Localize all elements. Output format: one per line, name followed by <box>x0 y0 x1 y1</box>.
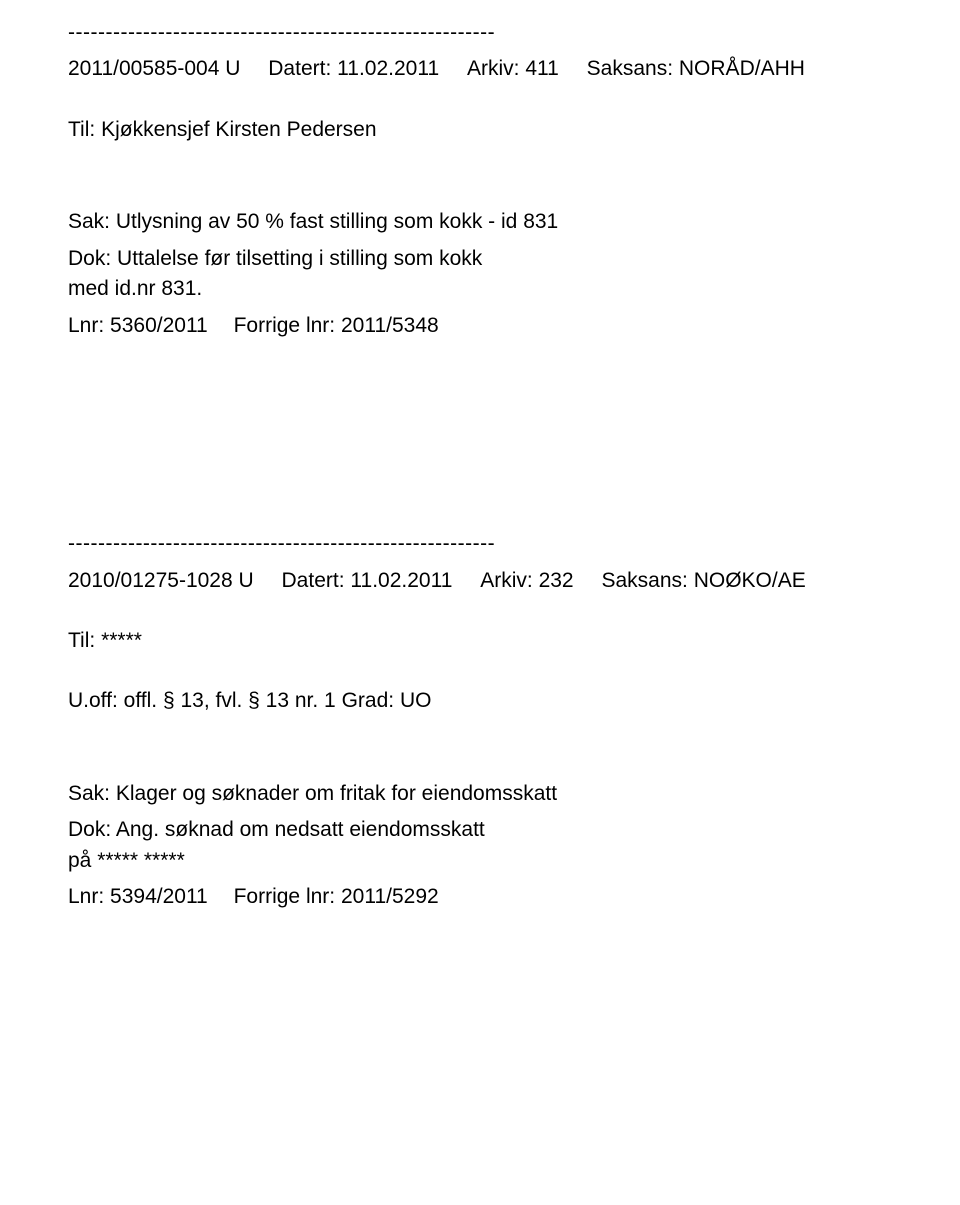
grad-label: Grad: <box>342 689 395 712</box>
case-id: 2011/00585-004 U <box>68 54 240 84</box>
entry-spacer <box>68 341 892 511</box>
forrige-lnr-label: Forrige lnr: <box>234 885 336 908</box>
dok-text: Uttalelse før tilsetting i stilling som … <box>117 247 482 270</box>
sak-label: Sak: <box>68 210 110 233</box>
recipient-label: Til: <box>68 118 95 141</box>
uoff-line: U.off: offl. § 13, fvl. § 13 nr. 1 Grad:… <box>68 686 892 716</box>
arkiv-value: 232 <box>539 566 574 596</box>
recipient-line: Til: ***** <box>68 626 892 656</box>
sak-line: Sak: Utlysning av 50 % fast stilling som… <box>68 207 892 237</box>
dok-label: Dok: <box>68 247 111 270</box>
dok-line: Dok: Ang. søknad om nedsatt eiendomsskat… <box>68 815 892 845</box>
grad-value: UO <box>400 689 432 712</box>
record-divider: ----------------------------------------… <box>68 18 892 48</box>
saksans-value: NOØKO/AE <box>694 566 806 596</box>
date-value: 11.02.2011 <box>337 54 439 84</box>
arkiv-label: Arkiv: <box>480 566 533 596</box>
saksans-label: Saksans: <box>587 54 673 84</box>
date-value: 11.02.2011 <box>350 566 452 596</box>
record-divider: ----------------------------------------… <box>68 529 892 559</box>
recipient-value: ***** <box>101 629 142 652</box>
date-label: Datert: <box>268 54 331 84</box>
sak-label: Sak: <box>68 782 110 805</box>
dok-continuation: med id.nr 831. <box>68 274 892 304</box>
forrige-lnr-value: 2011/5292 <box>341 885 439 908</box>
lnr-label: Lnr: <box>68 885 104 908</box>
dok-text: Ang. søknad om nedsatt eiendomsskatt <box>116 818 485 841</box>
recipient-label: Til: <box>68 629 95 652</box>
sak-text: Klager og søknader om fritak for eiendom… <box>116 782 557 805</box>
lnr-line: Lnr: 5360/2011 Forrige lnr: 2011/5348 <box>68 311 892 341</box>
arkiv-value: 411 <box>525 54 558 84</box>
dok-continuation: på ***** ***** <box>68 846 892 876</box>
uoff-text: offl. § 13, fvl. § 13 nr. 1 <box>124 689 336 712</box>
lnr-value: 5394/2011 <box>110 885 208 908</box>
dok-line: Dok: Uttalelse før tilsetting i stilling… <box>68 244 892 274</box>
forrige-lnr-value: 2011/5348 <box>341 314 439 337</box>
lnr-line: Lnr: 5394/2011 Forrige lnr: 2011/5292 <box>68 882 892 912</box>
document-page: ----------------------------------------… <box>0 18 960 953</box>
recipient-value: Kjøkkensjef Kirsten Pedersen <box>101 118 376 141</box>
case-id: 2010/01275-1028 U <box>68 566 254 596</box>
date-label: Datert: <box>282 566 345 596</box>
recipient-line: Til: Kjøkkensjef Kirsten Pedersen <box>68 115 892 145</box>
record-header-line: 2011/00585-004 U Datert: 11.02.2011 Arki… <box>68 54 892 84</box>
sak-text: Utlysning av 50 % fast stilling som kokk… <box>116 210 558 233</box>
lnr-label: Lnr: <box>68 314 104 337</box>
sak-line: Sak: Klager og søknader om fritak for ei… <box>68 779 892 809</box>
forrige-lnr-label: Forrige lnr: <box>234 314 336 337</box>
uoff-label: U.off: <box>68 689 118 712</box>
saksans-label: Saksans: <box>601 566 687 596</box>
arkiv-label: Arkiv: <box>467 54 520 84</box>
lnr-value: 5360/2011 <box>110 314 208 337</box>
dok-label: Dok: <box>68 818 111 841</box>
record-header-line: 2010/01275-1028 U Datert: 11.02.2011 Ark… <box>68 566 892 596</box>
saksans-value: NORÅD/AHH <box>679 54 805 84</box>
